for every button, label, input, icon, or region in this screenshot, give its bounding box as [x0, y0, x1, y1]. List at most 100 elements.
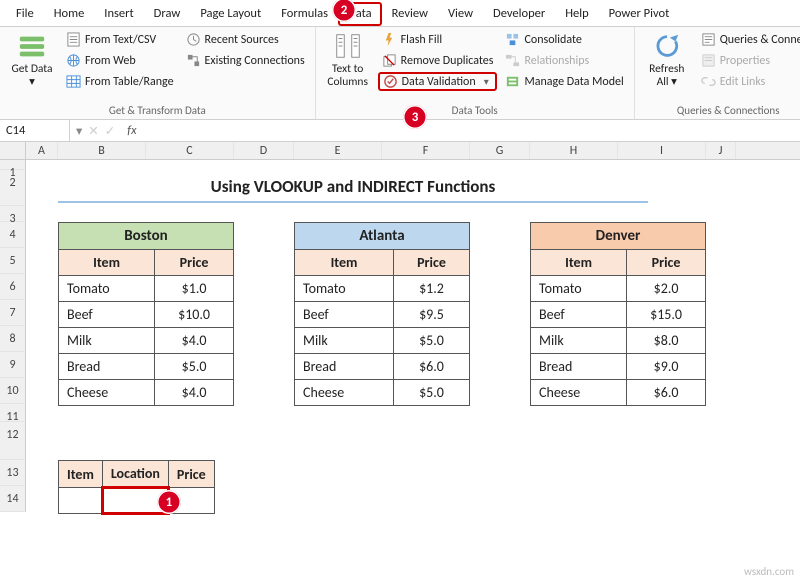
table-row[interactable]: Bread$6.0 [295, 354, 470, 380]
watermark: wsxdn.com [744, 565, 794, 578]
callout-1: 1 [157, 490, 181, 514]
cmd-queries-connections[interactable]: Queries & Connect [699, 31, 800, 48]
enter-icon[interactable]: ✓ [105, 123, 115, 139]
table-row[interactable]: Cheese$6.0 [531, 380, 706, 406]
consolidate-icon [505, 32, 520, 47]
table-row[interactable]: Tomato$2.0 [531, 276, 706, 302]
btn-refresh-all[interactable]: Refresh All ▾ [643, 31, 691, 90]
col-D[interactable]: D [234, 142, 294, 159]
table-row[interactable]: Bread$5.0 [59, 354, 234, 380]
tab-help[interactable]: Help [555, 2, 598, 26]
lookup-table: Item Location Price 1 [58, 460, 215, 515]
cmd-from-text-csv[interactable]: From Text/CSV [64, 31, 176, 48]
table-row[interactable]: Tomato$1.0 [59, 276, 234, 302]
queries-icon [701, 32, 716, 47]
cmd-existing-connections[interactable]: Existing Connections [184, 52, 307, 69]
table-row[interactable]: Milk$4.0 [59, 328, 234, 354]
tab-home[interactable]: Home [44, 2, 95, 26]
fx-icon[interactable]: fx [121, 123, 136, 138]
table-row[interactable]: Cheese$5.0 [295, 380, 470, 406]
row-10[interactable]: 10 [0, 378, 26, 404]
lookup-hdr-location: Location [102, 461, 168, 488]
cancel-icon[interactable]: ✕ [88, 123, 98, 139]
tab-power-pivot[interactable]: Power Pivot [599, 2, 680, 26]
boston-price-hdr: Price [155, 250, 234, 276]
row-13[interactable]: 13 [0, 460, 26, 486]
col-G[interactable]: G [470, 142, 530, 159]
row-12[interactable]: 12 [0, 422, 26, 460]
data-validation-icon [383, 74, 398, 89]
col-A[interactable]: A [26, 142, 58, 159]
tab-draw[interactable]: Draw [144, 2, 191, 26]
row-4[interactable]: 4 [0, 222, 26, 248]
col-C[interactable]: C [146, 142, 234, 159]
denver-price-hdr: Price [627, 250, 706, 276]
tab-view[interactable]: View [438, 2, 483, 26]
tab-insert[interactable]: Insert [94, 2, 143, 26]
text-to-columns-icon [333, 31, 363, 61]
atlanta-price-hdr: Price [394, 250, 470, 276]
lookup-cell-item[interactable] [59, 488, 103, 514]
cmd-data-validation[interactable]: Data Validation ▾ [378, 72, 498, 91]
name-box[interactable]: C14 [0, 120, 70, 141]
lookup-hdr-price: Price [168, 461, 214, 488]
btn-get-data[interactable]: Get Data ▾ [8, 31, 56, 90]
row-1[interactable]: 1 [0, 160, 26, 170]
boston-header: Boston [59, 223, 234, 250]
row-11[interactable]: 11 [0, 404, 26, 422]
row-14[interactable]: 14 [0, 486, 26, 512]
cmd-consolidate[interactable]: Consolidate [503, 31, 625, 48]
col-E[interactable]: E [294, 142, 382, 159]
tab-file[interactable]: File [6, 2, 44, 26]
formula-bar: C14 ▾ ✕ ✓ fx [0, 120, 800, 142]
group-get-transform: Get Data ▾ From Text/CSV From Web From T… [0, 27, 316, 119]
atlanta-item-hdr: Item [295, 250, 394, 276]
properties-icon [701, 53, 716, 68]
row-9[interactable]: 9 [0, 352, 26, 378]
cmd-from-web[interactable]: From Web [64, 52, 176, 69]
chevron-down-icon[interactable]: ▾ [76, 123, 82, 139]
table-row[interactable]: Beef$15.0 [531, 302, 706, 328]
remove-dup-icon [382, 53, 397, 68]
row-2[interactable]: 2 [0, 170, 26, 206]
tab-formulas[interactable]: Formulas [271, 2, 338, 26]
lookup-cell-location[interactable]: 1 [102, 488, 168, 514]
select-all-corner[interactable] [0, 142, 26, 159]
col-F[interactable]: F [382, 142, 470, 159]
row-7[interactable]: 7 [0, 300, 26, 326]
tab-page-layout[interactable]: Page Layout [190, 2, 271, 26]
ribbon: Get Data ▾ From Text/CSV From Web From T… [0, 27, 800, 120]
cmd-edit-links: Edit Links [699, 73, 800, 90]
cmd-manage-data-model[interactable]: Manage Data Model [503, 73, 625, 90]
btn-refresh-all-label: Refresh All ▾ [643, 63, 691, 88]
col-I[interactable]: I [618, 142, 706, 159]
cmd-flash-fill[interactable]: Flash Fill [380, 31, 496, 48]
btn-text-to-columns[interactable]: Text to Columns [324, 31, 372, 90]
cmd-remove-duplicates[interactable]: Remove Duplicates [380, 52, 496, 69]
flash-fill-icon [382, 32, 397, 47]
tab-review[interactable]: Review [382, 2, 438, 26]
menubar: File Home Insert Draw Page Layout Formul… [0, 0, 800, 27]
table-denver: Denver ItemPrice Tomato$2.0 Beef$15.0 Mi… [530, 222, 706, 406]
row-3[interactable]: 3 [0, 206, 26, 222]
boston-item-hdr: Item [59, 250, 155, 276]
col-H[interactable]: H [530, 142, 618, 159]
table-row[interactable]: Tomato$1.2 [295, 276, 470, 302]
col-B[interactable]: B [58, 142, 146, 159]
table-row[interactable]: Bread$9.0 [531, 354, 706, 380]
row-8[interactable]: 8 [0, 326, 26, 352]
denver-item-hdr: Item [531, 250, 627, 276]
row-6[interactable]: 6 [0, 274, 26, 300]
table-row[interactable]: Milk$5.0 [295, 328, 470, 354]
cmd-recent-sources[interactable]: Recent Sources [184, 31, 307, 48]
cmd-from-table-range[interactable]: From Table/Range [64, 73, 176, 90]
dropdown-caret[interactable]: ▾ [484, 75, 489, 88]
row-5[interactable]: 5 [0, 248, 26, 274]
tab-developer[interactable]: Developer [483, 2, 555, 26]
table-row[interactable]: Cheese$4.0 [59, 380, 234, 406]
table-row[interactable]: Milk$8.0 [531, 328, 706, 354]
text-csv-icon [66, 32, 81, 47]
table-row[interactable]: Beef$10.0 [59, 302, 234, 328]
col-J[interactable]: J [706, 142, 736, 159]
table-row[interactable]: Beef$9.5 [295, 302, 470, 328]
